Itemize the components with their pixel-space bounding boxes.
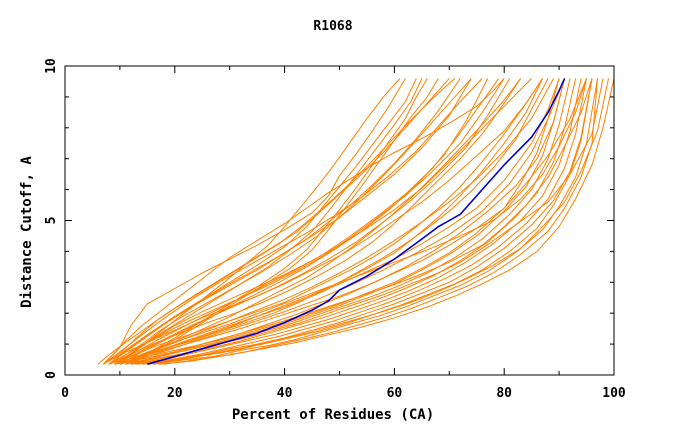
model-series-line-2 [114, 78, 566, 365]
model-series-line-3 [125, 78, 571, 365]
model-series-line-36 [119, 78, 401, 365]
model-series-line-39 [103, 78, 505, 365]
x-tick-label: 0 [61, 386, 69, 401]
ticks-layer: 0 20 40 60 80 100 0 5 10 [44, 58, 626, 401]
model-series-line-43 [119, 78, 544, 365]
x-tick-label: 20 [167, 386, 183, 401]
model-series-line-38 [125, 78, 428, 365]
model-series-line-35 [114, 78, 423, 365]
model-series-line-13 [147, 78, 609, 365]
model-series-line-30 [114, 78, 532, 365]
model-series-line-18 [108, 78, 522, 365]
chart-title: R1068 [313, 19, 352, 34]
x-tick-label: 40 [277, 386, 293, 401]
highlight-series-line [147, 78, 566, 365]
model-series-line-24 [108, 78, 472, 365]
model-series-line-44 [130, 78, 566, 365]
model-series-line-4 [130, 78, 577, 365]
model-series-line-17 [103, 78, 544, 365]
model-series-line-9 [152, 78, 598, 365]
model-series-line-31 [119, 78, 555, 365]
y-tick-label: 10 [44, 58, 59, 74]
model-series-line-5 [130, 78, 582, 365]
model-series-line-11 [119, 78, 560, 365]
y-axis-label: Distance Cutoff, A [19, 156, 35, 308]
model-series-line-33 [103, 78, 406, 365]
model-series-line-14 [163, 78, 615, 365]
x-tick-label: 60 [387, 386, 403, 401]
model-series-line-34 [108, 78, 417, 365]
model-series-line-32 [125, 78, 566, 365]
model-series-line-6 [136, 78, 587, 365]
model-series-line-7 [141, 78, 593, 365]
x-axis-label: Percent of Residues (CA) [232, 407, 434, 423]
model-series-line-23 [114, 78, 511, 365]
model-series-line-15 [108, 78, 544, 365]
model-series-line-22 [108, 78, 505, 365]
x-tick-label: 80 [496, 386, 512, 401]
model-series-line-40 [114, 78, 522, 365]
x-tick-label: 100 [602, 386, 626, 401]
y-tick-label: 0 [44, 371, 59, 379]
series-layer [97, 78, 615, 365]
model-series-line-16 [114, 78, 549, 365]
model-series-line-41 [108, 78, 472, 365]
model-series-line-29 [103, 78, 483, 365]
model-series-line-42 [97, 78, 456, 365]
y-tick-label: 5 [44, 217, 59, 225]
model-series-line-28 [114, 78, 500, 365]
